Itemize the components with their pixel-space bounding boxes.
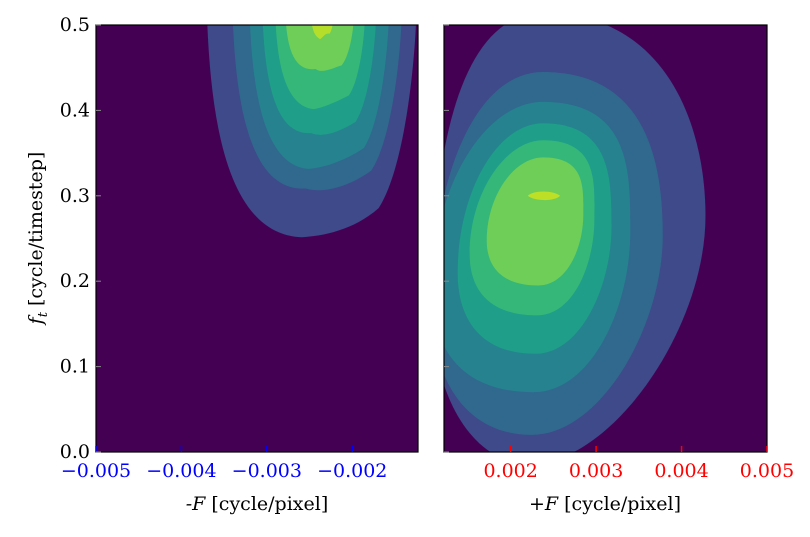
left-x-tick-label: −0.002 bbox=[317, 460, 387, 482]
right-x-tick-label: 0.005 bbox=[740, 460, 794, 482]
right-contour-level-7 bbox=[527, 191, 561, 201]
left-x-axis-label: -F [cycle/pixel] bbox=[186, 493, 329, 515]
y-tick-label: 0.5 bbox=[60, 14, 90, 36]
y-tick-label: 0.3 bbox=[60, 185, 90, 207]
right-x-ticks: 0.002 0.003 0.004 0.005 bbox=[483, 446, 794, 482]
right-contour-level-6 bbox=[486, 157, 584, 286]
y-tick-label: 0.1 bbox=[60, 356, 90, 378]
y-tick-label: 0.4 bbox=[60, 99, 90, 121]
right-x-tick-label: 0.003 bbox=[569, 460, 623, 482]
right-x-tick-label: 0.002 bbox=[483, 460, 537, 482]
left-contour-layers bbox=[207, 25, 416, 238]
left-x-tick-label: −0.004 bbox=[146, 460, 216, 482]
y-tick-label: 0.0 bbox=[60, 441, 90, 463]
y-axis-label: ft [cycle/timestep] bbox=[25, 152, 51, 327]
right-x-tick-label: 0.004 bbox=[654, 460, 708, 482]
right-panel: 0.002 0.003 0.004 0.005 +F [cycle/pixel] bbox=[443, 24, 794, 515]
left-x-tick-label: −0.005 bbox=[61, 460, 131, 482]
left-x-tick-label: −0.003 bbox=[232, 460, 302, 482]
right-plot-frame bbox=[443, 24, 768, 453]
left-x-ticks: −0.005 −0.004 −0.003 −0.002 bbox=[61, 446, 387, 482]
left-contour-level-6 bbox=[286, 25, 354, 71]
right-x-axis-label: +F [cycle/pixel] bbox=[529, 493, 681, 515]
right-y-ticks bbox=[444, 24, 449, 453]
right-contour-layers bbox=[444, 25, 706, 452]
left-plot-frame bbox=[95, 24, 419, 453]
y-tick-label: 0.2 bbox=[60, 270, 90, 292]
left-y-ticks: 0.0 0.1 0.2 0.3 0.4 0.5 bbox=[60, 14, 101, 463]
left-contour-level-7 bbox=[312, 25, 333, 40]
left-panel: −0.005 −0.004 −0.003 −0.002 0.0 0.1 0.2 0.3 0.4… bbox=[25, 14, 419, 515]
